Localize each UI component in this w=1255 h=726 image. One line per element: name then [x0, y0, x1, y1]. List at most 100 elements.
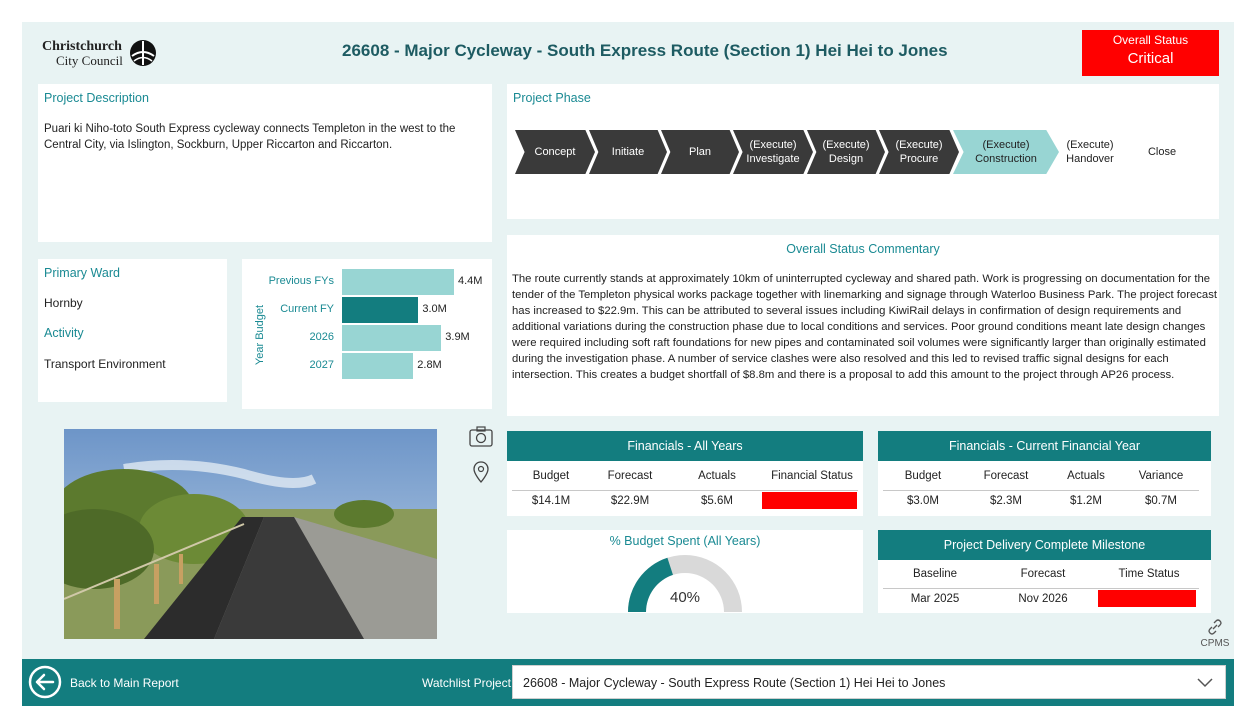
activity-value: Transport Environment [44, 357, 166, 371]
council-logo: Christchurch City Council [42, 36, 167, 70]
back-button[interactable] [28, 665, 208, 701]
phase-sublabel: Construction [975, 153, 1037, 165]
overall-status-badge: Overall Status Critical [1082, 30, 1219, 76]
phase-step-plan: Plan [661, 130, 739, 174]
fin-all-actuals: $5.6M [701, 495, 733, 507]
fin-cur-forecast: $2.3M [990, 495, 1022, 507]
primary-ward-value: Hornby [44, 296, 83, 310]
fin-all-header-forecast: Forecast [607, 470, 653, 482]
overall-status-label: Overall Status [1112, 33, 1189, 47]
fin-all-forecast: $22.9M [610, 495, 650, 507]
fin-cur-actuals: $1.2M [1070, 495, 1102, 507]
cpms-label: CPMS [1200, 638, 1230, 649]
phase-sublabel: Procure [899, 153, 939, 165]
milestone-baseline: Mar 2025 [910, 593, 960, 605]
ward-activity-panel: Primary Ward Hornby Activity Transport E… [38, 259, 227, 402]
phase-sublabel: Investigate [746, 153, 800, 165]
bar-category-label: 2026 [309, 331, 334, 343]
fin-all-header-budget: Budget [532, 470, 570, 482]
phase-label: (Execute) [982, 139, 1030, 151]
phase-label: (Execute) [822, 139, 870, 151]
phase-step-close: Close [1127, 130, 1197, 174]
milestone-header-baseline: Baseline [912, 568, 958, 580]
site-photo [64, 429, 437, 639]
financials-all-years: Financials - All Years Budget Forecast A… [507, 431, 863, 516]
phase-label: (Execute) [1066, 139, 1114, 151]
phase-step-initiate: Initiate [589, 130, 667, 174]
milestone-forecast: Nov 2026 [1018, 593, 1068, 605]
financials-current-title: Financials - Current Financial Year [878, 431, 1211, 461]
council-emblem-icon [130, 40, 156, 66]
phase-step-procure: (Execute) Procure [879, 130, 959, 174]
milestone-panel: Project Delivery Complete Milestone Base… [878, 530, 1211, 613]
bar-value-label: 3.0M [422, 303, 447, 315]
fin-cur-budget: $3.0M [907, 495, 939, 507]
bar-value-label: 4.4M [458, 275, 483, 287]
phase-sublabel: Design [828, 153, 864, 165]
divider [883, 490, 1199, 491]
milestone-title: Project Delivery Complete Milestone [878, 530, 1211, 560]
phase-label: (Execute) [895, 139, 943, 151]
activity-label: Activity [44, 326, 84, 340]
budget-spent-title: % Budget Spent (All Years) [609, 534, 761, 548]
status-commentary-text: The route currently stands at approximat… [512, 273, 1217, 381]
watchlist-project-select[interactable]: 26608 - Major Cycleway - South Express R… [512, 665, 1226, 699]
logo-line2: City Council [56, 53, 123, 68]
selected-project: 26608 - Major Cycleway - South Express R… [523, 676, 946, 690]
camera-icon[interactable] [468, 426, 494, 448]
bar-category-label: Current FY [280, 303, 334, 315]
budget-spent-value: 40% [669, 589, 701, 606]
project-description-panel: Project Description Puari ki Niho-toto S… [38, 84, 492, 242]
project-phase-title: Project Phase [513, 91, 591, 105]
fin-all-header-actuals: Actuals [698, 470, 736, 482]
status-commentary-title: Overall Status Commentary [786, 242, 940, 256]
watchlist-label: Watchlist Project: [422, 676, 515, 690]
milestone-header-status: Time Status [1118, 568, 1180, 580]
phase-step-handover: (Execute) Handover [1055, 130, 1125, 174]
project-description-title: Project Description [44, 91, 149, 105]
back-button-label[interactable]: Back to Main Report [70, 676, 179, 690]
financial-status-indicator [762, 492, 857, 509]
phase-step-investigate: (Execute) Investigate [733, 130, 813, 174]
phase-step-concept: Concept [515, 130, 595, 174]
report-canvas: Christchurch City Council 26608 - Major … [22, 22, 1234, 706]
phase-step-design: (Execute) Design [807, 130, 885, 174]
logo-line1: Christchurch [42, 39, 122, 54]
phase-label: (Execute) [749, 139, 797, 151]
budget-spent-gauge: % Budget Spent (All Years) 40% [507, 530, 863, 613]
overall-status-value: Critical [1127, 50, 1174, 67]
bar-category-label: Previous FYs [268, 275, 334, 287]
primary-ward-label: Primary Ward [44, 266, 120, 280]
phase-label: Close [1147, 146, 1177, 158]
fin-cur-header-budget: Budget [904, 470, 942, 482]
gauge-fill [628, 557, 673, 612]
year-budget-chart: Year Budget Previous FYs 4.4M Current FY 3.… [242, 259, 492, 409]
fin-all-budget: $14.1M [531, 495, 571, 507]
phase-label: Concept [534, 146, 576, 158]
bar-value-label: 2.8M [417, 359, 442, 371]
cpms-link[interactable]: CPMS [1198, 619, 1232, 655]
bar-2026 [342, 325, 442, 351]
phase-sublabel: Handover [1066, 153, 1114, 165]
bar-2027 [342, 353, 414, 379]
time-status-indicator [1098, 590, 1196, 607]
bar-value-label: 3.9M [445, 331, 470, 343]
bar-previous-fys [342, 269, 454, 295]
project-phase-panel: Project Phase Concept Initiate Plan (Exe… [507, 84, 1219, 219]
phase-label: Initiate [611, 146, 645, 158]
fin-cur-header-actuals: Actuals [1067, 470, 1105, 482]
back-arrow-icon [28, 665, 62, 699]
divider [883, 588, 1199, 589]
project-description-text: Puari ki Niho-toto South Express cyclewa… [44, 123, 456, 151]
bar-category-label: 2027 [309, 359, 334, 371]
milestone-header-forecast: Forecast [1020, 568, 1066, 580]
phase-label: Plan [688, 146, 712, 158]
phase-step-construction: (Execute) Construction [953, 130, 1059, 174]
chevron-down-icon[interactable] [1197, 678, 1213, 688]
footer-bar: Back to Main Report Watchlist Project: 2… [22, 659, 1234, 706]
status-commentary-panel: Overall Status Commentary The route curr… [507, 235, 1219, 416]
chart-bars: Previous FYs 4.4M Current FY 3.0M 2026 3.9M 20… [242, 259, 492, 409]
fin-cur-header-forecast: Forecast [983, 470, 1029, 482]
location-pin-icon[interactable] [472, 460, 490, 484]
financials-all-title: Financials - All Years [507, 431, 863, 461]
